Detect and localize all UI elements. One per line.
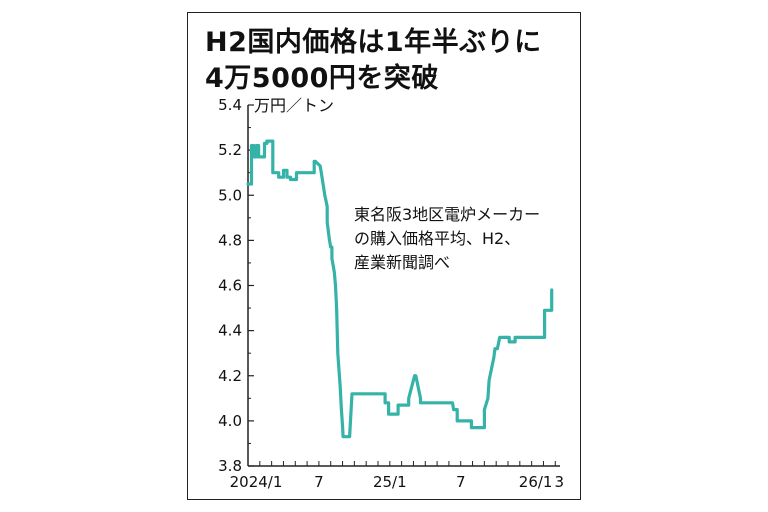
y-tick-label: 5.0 bbox=[218, 186, 242, 204]
x-tick-label: 25/1 bbox=[373, 473, 407, 491]
annotation-line-3: 産業新聞調べ bbox=[354, 253, 451, 272]
chart-title: H2国内価格は1年半ぶりに bbox=[205, 27, 542, 58]
chart-frame bbox=[187, 12, 581, 500]
x-tick-label: 2024/1 bbox=[230, 473, 283, 491]
y-tick-label: 4.4 bbox=[218, 322, 242, 340]
y-tick-label: 4.0 bbox=[218, 412, 242, 430]
chart-subtitle: 4万5000円を突破 bbox=[205, 63, 439, 94]
x-tick-label: 26/1 bbox=[519, 473, 553, 491]
annotation-line-2: の購入価格平均、H2、 bbox=[354, 229, 521, 248]
source-annotation: 東名阪3地区電炉メーカー の購入価格平均、H2、 産業新聞調べ bbox=[354, 203, 540, 275]
price-line-series bbox=[246, 139, 554, 439]
y-tick-label: 4.8 bbox=[218, 231, 242, 249]
x-tick-label: 7 bbox=[314, 473, 324, 491]
annotation-line-1: 東名阪3地区電炉メーカー bbox=[354, 205, 541, 224]
y-tick-label: 4.2 bbox=[218, 367, 242, 385]
x-tick-label: 7 bbox=[456, 473, 466, 491]
x-tick-label: 3 bbox=[554, 473, 564, 491]
y-tick-label: 5.4 bbox=[218, 96, 242, 114]
y-tick-label: 4.6 bbox=[218, 277, 242, 295]
y-axis-label: 万円／トン bbox=[254, 96, 335, 115]
y-tick-label: 5.2 bbox=[218, 141, 242, 159]
y-tick-label: 3.8 bbox=[218, 457, 242, 475]
